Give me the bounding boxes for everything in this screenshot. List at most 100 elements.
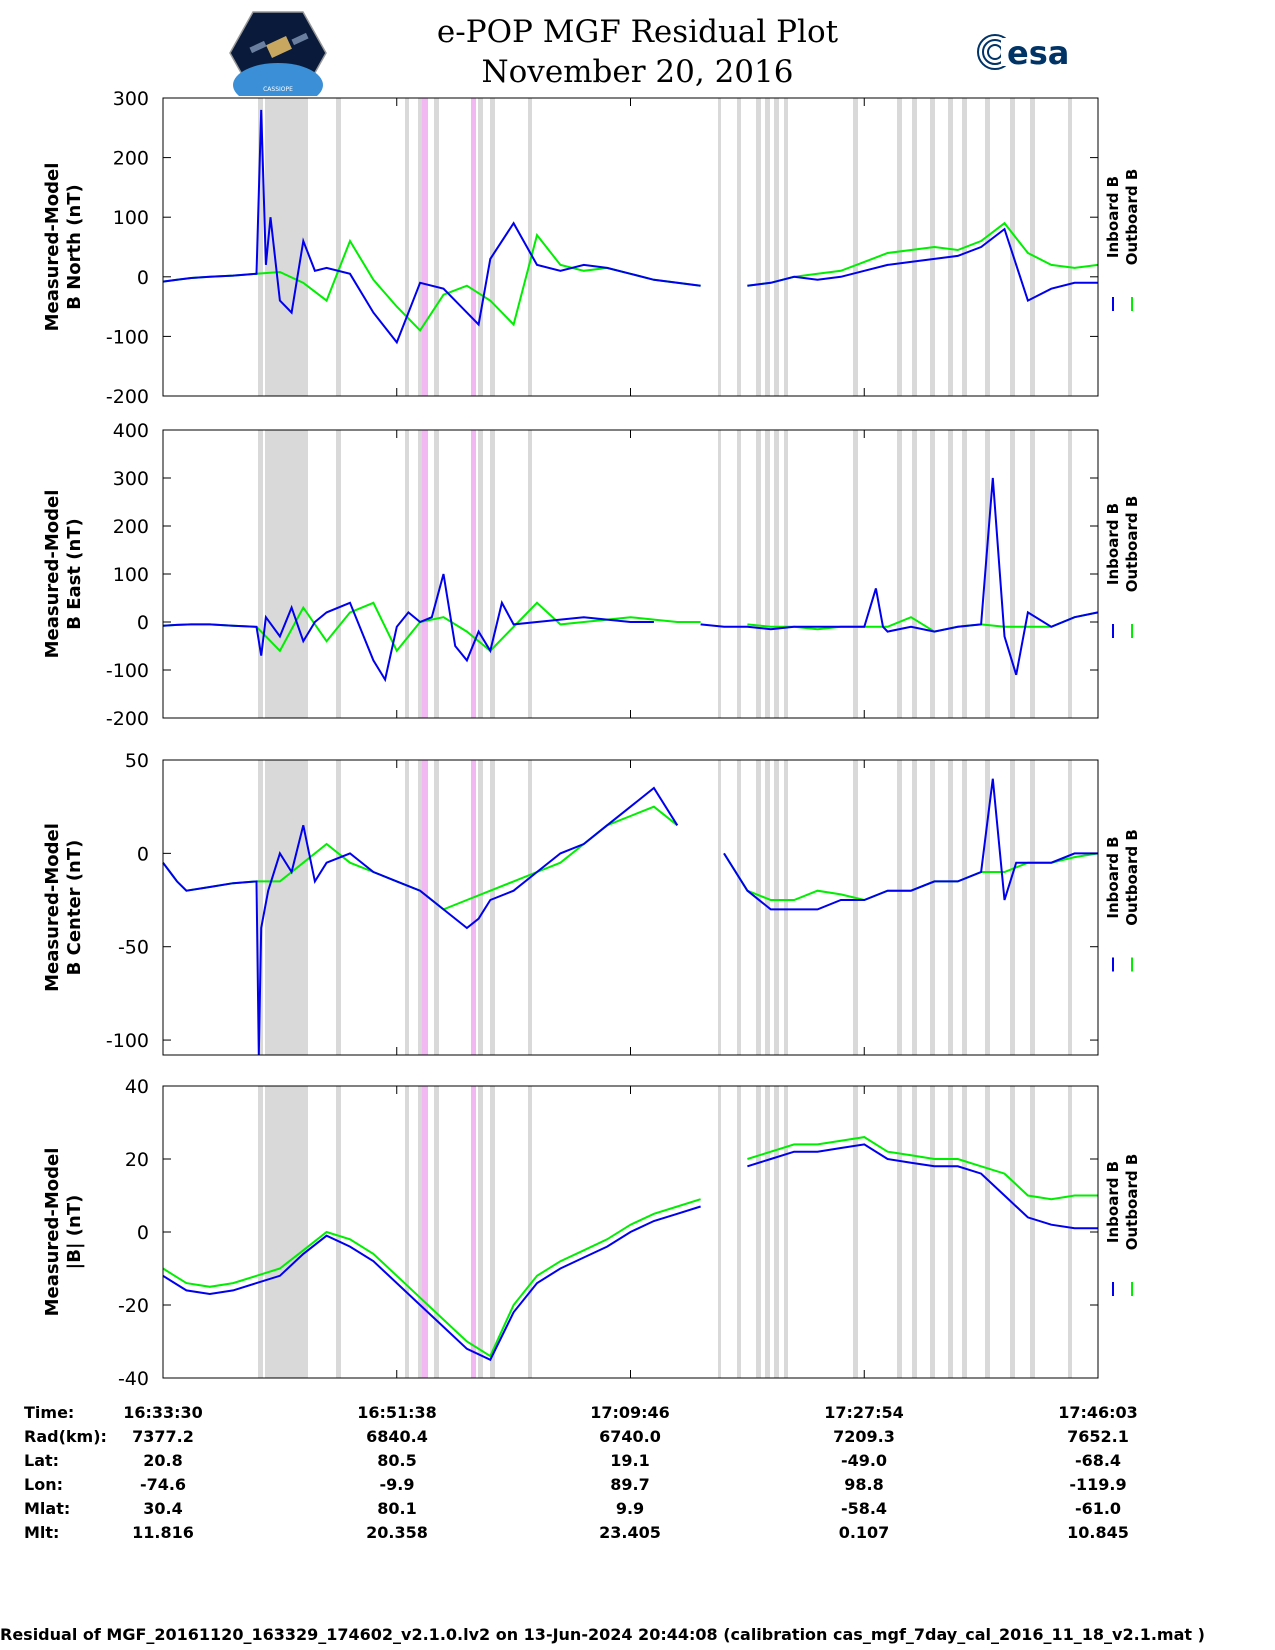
y-axis-label: Measured-ModelB East (nT): [42, 490, 85, 659]
y-tick-label: 0: [137, 267, 149, 289]
gap-band: [897, 760, 902, 1055]
gap-band: [853, 98, 858, 396]
info-value: -68.4: [1074, 1451, 1122, 1470]
gap-band: [434, 98, 439, 396]
gap-band: [774, 98, 779, 396]
gap-band: [418, 760, 422, 1055]
y-tick-label: -200: [106, 386, 149, 408]
gap-band: [528, 760, 532, 1055]
event-band: [422, 98, 428, 396]
y-axis-label: Measured-ModelB North (nT): [42, 163, 85, 332]
info-value: 80.5: [377, 1451, 417, 1470]
gap-band: [434, 430, 439, 718]
y-axis-label-line1: Measured-Model: [42, 823, 63, 992]
event-band: [422, 1086, 428, 1378]
info-row-label: Mlat:: [24, 1499, 71, 1518]
gap-band: [948, 1086, 953, 1378]
series-line-inboard-b: [162, 109, 1098, 345]
legend-outboard-label: Outboard B: [1123, 829, 1141, 926]
gap-band: [1030, 1086, 1035, 1378]
gap-band: [912, 1086, 917, 1378]
gap-band: [258, 1086, 263, 1378]
legend-inboard-label: Inboard B: [1104, 836, 1122, 918]
info-value: 7652.1: [1067, 1427, 1129, 1446]
info-value: 6840.4: [366, 1427, 428, 1446]
gap-band: [418, 430, 422, 718]
gap-band: [258, 98, 263, 396]
gap-band: [774, 430, 779, 718]
chart-title: e-POP MGF Residual Plot: [436, 14, 839, 50]
info-value: -61.0: [1074, 1499, 1122, 1518]
info-value: 80.1: [377, 1499, 417, 1518]
gap-band: [265, 760, 308, 1055]
event-band: [471, 98, 476, 396]
gap-band: [948, 430, 953, 718]
info-value: 17:46:03: [1058, 1403, 1138, 1422]
gap-band: [1068, 760, 1072, 1055]
gap-band: [985, 98, 990, 396]
gap-band: [336, 760, 341, 1055]
gap-band: [774, 760, 779, 1055]
gap-band: [258, 430, 263, 718]
gap-band: [912, 430, 917, 718]
chart-date: November 20, 2016: [481, 54, 794, 90]
info-value: -74.6: [139, 1475, 187, 1494]
info-value: 98.8: [844, 1475, 884, 1494]
y-axis-label-line2: B East (nT): [64, 518, 85, 630]
gap-band: [897, 1086, 902, 1378]
y-tick-label: 20: [125, 1149, 149, 1171]
gap-band: [1010, 98, 1015, 396]
gap-band: [853, 430, 858, 718]
gap-band: [912, 760, 917, 1055]
y-tick-label: 40: [125, 1076, 149, 1098]
y-axis-label-line1: Measured-Model: [42, 1148, 63, 1317]
info-value: 19.1: [610, 1451, 650, 1470]
esa-logo-icon: esa: [977, 34, 1069, 72]
y-tick-label: -20: [118, 1295, 149, 1317]
info-value: 30.4: [143, 1499, 183, 1518]
y-axis-label-line1: Measured-Model: [42, 490, 63, 659]
gap-band: [336, 430, 341, 718]
gap-band: [985, 1086, 990, 1378]
info-row-label: Mlt:: [24, 1523, 60, 1542]
gap-band: [265, 1086, 308, 1378]
gap-band: [962, 430, 967, 718]
series-line-inboard-b: [162, 477, 1099, 683]
gap-band: [930, 760, 935, 1055]
y-tick-label: -50: [118, 937, 149, 959]
gap-band: [737, 98, 741, 396]
legend-inboard-label: Inboard B: [1104, 176, 1122, 258]
gap-band: [718, 430, 721, 718]
info-value: 89.7: [610, 1475, 650, 1494]
gap-band: [912, 98, 917, 396]
gap-band: [405, 98, 409, 396]
gap-band: [478, 1086, 483, 1378]
info-value: 7377.2: [132, 1427, 194, 1446]
y-axis-label: Measured-ModelB Center (nT): [42, 823, 85, 992]
gap-band: [930, 430, 935, 718]
legend-inboard-label: Inboard B: [1104, 1161, 1122, 1243]
gap-band: [258, 760, 263, 1055]
gap-band: [1010, 1086, 1015, 1378]
gap-band: [948, 98, 953, 396]
panel-1: 300 200 100 0 -100 -200 Measured-ModelB North …: [42, 88, 1141, 408]
y-tick-label: -100: [106, 1030, 149, 1052]
gap-band: [336, 98, 341, 396]
event-band: [471, 1086, 476, 1378]
info-value: 7209.3: [833, 1427, 895, 1446]
event-band: [422, 760, 428, 1055]
gap-band: [490, 98, 495, 396]
gap-band: [718, 760, 721, 1055]
gap-band: [853, 1086, 858, 1378]
event-band: [471, 760, 476, 1055]
info-value: 6740.0: [599, 1427, 661, 1446]
y-tick-label: -100: [106, 660, 149, 682]
gap-band: [434, 1086, 439, 1378]
info-value: 23.405: [599, 1523, 661, 1542]
y-tick-label: 300: [113, 468, 149, 490]
gap-band: [718, 1086, 721, 1378]
gap-band: [528, 98, 532, 396]
gap-band: [405, 760, 409, 1055]
legend-outboard-label: Outboard B: [1123, 496, 1141, 593]
